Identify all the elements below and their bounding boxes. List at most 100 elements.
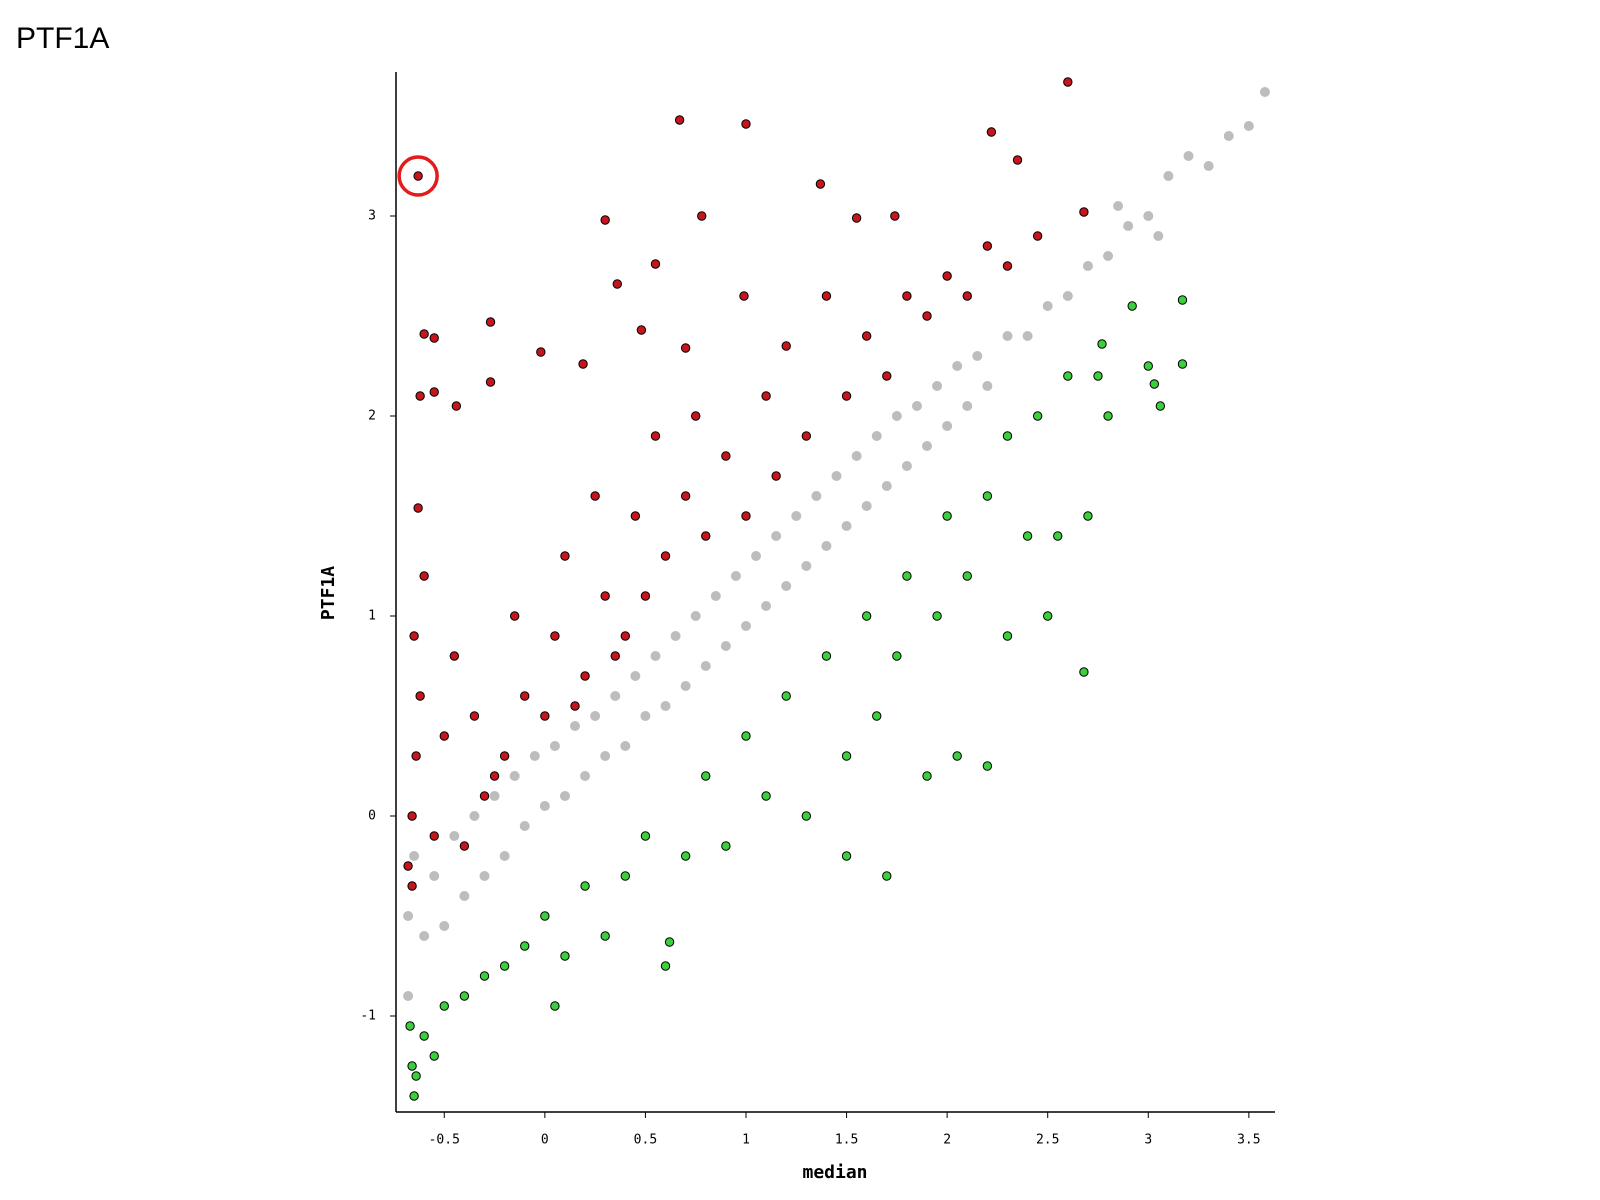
point xyxy=(419,329,429,339)
point xyxy=(419,571,429,581)
point xyxy=(1223,131,1234,141)
point xyxy=(1012,155,1023,165)
point xyxy=(952,751,962,761)
point xyxy=(407,881,417,891)
point xyxy=(439,1001,449,1011)
point xyxy=(459,991,470,1001)
point xyxy=(1032,411,1043,421)
point xyxy=(469,711,480,721)
point xyxy=(600,751,611,761)
chart-title: PTF1A xyxy=(16,22,109,55)
point xyxy=(620,741,631,751)
point xyxy=(982,761,993,771)
point xyxy=(1062,291,1073,301)
point xyxy=(580,671,590,681)
point xyxy=(952,361,963,371)
point xyxy=(660,551,671,561)
point xyxy=(739,291,749,301)
point xyxy=(409,851,420,861)
point xyxy=(459,841,470,851)
point xyxy=(409,631,419,641)
x-tick-label: 1 xyxy=(742,1133,750,1148)
point xyxy=(861,501,872,511)
point xyxy=(962,291,972,301)
point xyxy=(429,333,439,343)
y-tick-label: 3 xyxy=(368,209,376,224)
highlight-ring xyxy=(397,155,439,197)
point xyxy=(479,971,490,981)
point xyxy=(801,561,812,571)
x-tick-label: 3 xyxy=(1144,1133,1152,1148)
point xyxy=(730,571,741,581)
point xyxy=(509,611,520,621)
point xyxy=(1032,231,1043,241)
point xyxy=(680,851,691,861)
point xyxy=(892,651,902,661)
point xyxy=(1002,631,1013,641)
point xyxy=(439,921,450,931)
y-tick-label: 2 xyxy=(368,409,376,424)
point xyxy=(1155,401,1166,411)
point xyxy=(1063,77,1073,87)
point xyxy=(680,343,691,353)
point xyxy=(1093,371,1103,381)
point xyxy=(1002,331,1013,341)
point xyxy=(861,611,872,621)
point xyxy=(781,341,791,351)
point xyxy=(801,811,812,821)
x-tick-label: 2 xyxy=(943,1133,951,1148)
point xyxy=(630,671,641,681)
point xyxy=(489,771,500,781)
point xyxy=(922,771,932,781)
point xyxy=(1259,87,1270,97)
point xyxy=(520,691,530,701)
point xyxy=(650,651,661,661)
x-tick-label: 0 xyxy=(541,1133,549,1148)
point xyxy=(413,171,423,181)
point xyxy=(429,831,439,841)
point xyxy=(1097,339,1107,349)
point xyxy=(560,951,570,961)
point xyxy=(700,661,711,671)
point xyxy=(922,311,932,321)
y-axis-title: PTF1A xyxy=(318,566,339,620)
point xyxy=(701,531,711,541)
point xyxy=(821,541,832,551)
point xyxy=(580,881,590,891)
point xyxy=(570,721,581,731)
point xyxy=(942,511,952,521)
point xyxy=(1079,207,1089,217)
point xyxy=(741,731,751,741)
point xyxy=(962,401,973,411)
point xyxy=(1143,361,1153,371)
point xyxy=(982,241,993,251)
point xyxy=(550,1001,560,1011)
point xyxy=(811,491,822,501)
point xyxy=(536,347,546,357)
point xyxy=(881,481,892,491)
point xyxy=(721,451,731,461)
x-tick-label: 3.5 xyxy=(1237,1133,1260,1148)
point xyxy=(600,931,610,941)
point xyxy=(1183,151,1194,161)
point xyxy=(520,941,530,951)
point xyxy=(600,591,610,601)
point xyxy=(771,531,782,541)
point xyxy=(882,371,892,381)
point xyxy=(415,691,425,701)
point xyxy=(781,691,791,701)
point xyxy=(932,611,942,621)
point xyxy=(610,651,620,661)
point xyxy=(821,291,832,301)
point xyxy=(690,611,701,621)
point xyxy=(891,411,902,421)
x-tick-label: 2.5 xyxy=(1036,1133,1059,1148)
point xyxy=(861,331,872,341)
point xyxy=(871,431,882,441)
point xyxy=(407,811,417,821)
point xyxy=(674,115,685,125)
point xyxy=(902,571,912,581)
point xyxy=(509,771,520,781)
point xyxy=(612,279,622,289)
point xyxy=(680,491,691,501)
